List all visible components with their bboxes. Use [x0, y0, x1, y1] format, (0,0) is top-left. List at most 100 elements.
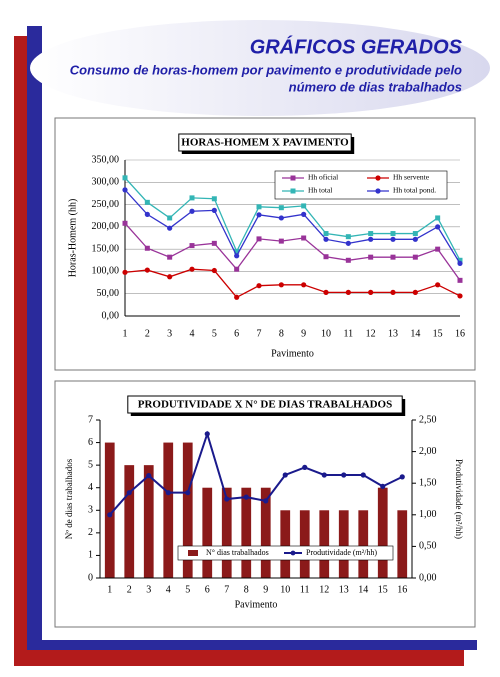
y-tick-label: 6: [88, 437, 93, 448]
point: [167, 254, 173, 260]
point: [435, 282, 441, 288]
line: [124, 268, 461, 299]
bar: [104, 442, 115, 578]
x-tick-label: 1: [107, 584, 112, 595]
bar: [182, 442, 193, 578]
point: [412, 254, 418, 260]
legend-swatch: [188, 550, 198, 556]
x-tick-label: 13: [339, 584, 349, 595]
point: [126, 490, 132, 496]
point: [390, 231, 396, 237]
point: [234, 248, 240, 254]
x-tick-label: 7: [257, 328, 262, 339]
x-tick-label: 8: [279, 328, 284, 339]
point: [211, 207, 217, 213]
point: [278, 238, 284, 244]
point: [107, 512, 113, 518]
y-tick-label: 300,00: [92, 177, 120, 188]
legend-swatch: [290, 550, 296, 556]
bar: [377, 487, 388, 578]
point: [457, 257, 463, 263]
y-tick-label: 5: [88, 459, 93, 470]
point: [189, 195, 195, 201]
x-tick-label: 16: [455, 328, 465, 339]
point: [390, 236, 396, 242]
point: [211, 240, 217, 246]
x-tick-label: 12: [366, 328, 376, 339]
point: [234, 294, 240, 300]
point: [167, 274, 173, 280]
title-box: [127, 395, 403, 414]
point: [323, 289, 329, 295]
point: [380, 483, 386, 489]
title-box: [178, 133, 352, 152]
point: [345, 240, 351, 246]
bar: [241, 487, 252, 578]
y-tick-label: 7: [88, 414, 93, 425]
x-tick-label: 4: [190, 328, 195, 339]
bar: [202, 487, 213, 578]
legend-label: Hh oficial: [308, 173, 338, 182]
point: [165, 490, 171, 496]
point: [122, 187, 128, 193]
point: [368, 289, 374, 295]
point: [290, 175, 296, 181]
y-tick-label: 50,00: [97, 288, 120, 299]
subtitle: Consumo de horas-homem por pavimento e p…: [70, 62, 462, 77]
y-tick-label: 4: [88, 482, 93, 493]
point: [144, 199, 150, 205]
y2-tick-label: 0,50: [419, 541, 437, 552]
x-axis-label: Pavimento: [235, 599, 278, 610]
point: [144, 211, 150, 217]
header-shape: [30, 20, 490, 116]
point: [211, 196, 217, 202]
point: [390, 254, 396, 260]
bar: [163, 442, 174, 578]
point: [301, 235, 307, 241]
x-axis-label: Pavimento: [271, 348, 314, 359]
point: [345, 257, 351, 263]
point: [224, 496, 230, 502]
point: [256, 212, 262, 218]
bar: [299, 510, 310, 578]
point: [435, 215, 441, 221]
title: GRÁFICOS GERADOS: [250, 35, 463, 58]
y-tick-label: 0,00: [102, 310, 120, 321]
line: [124, 189, 461, 264]
point: [122, 269, 128, 275]
bar: [319, 510, 330, 578]
point: [122, 175, 128, 181]
point: [189, 243, 195, 249]
x-tick-label: 15: [433, 328, 443, 339]
x-tick-label: 16: [397, 584, 407, 595]
point: [167, 225, 173, 231]
legend-label: Produtividade (m²/hh): [306, 548, 377, 557]
point: [301, 282, 307, 288]
point: [144, 245, 150, 251]
point: [345, 289, 351, 295]
bar: [397, 510, 408, 578]
point: [412, 231, 418, 237]
point: [457, 260, 463, 267]
point: [146, 473, 152, 479]
point: [290, 188, 296, 194]
y2-tick-label: 2,00: [419, 446, 437, 457]
bar: [280, 510, 291, 578]
point: [345, 234, 351, 240]
x-tick-label: 9: [301, 328, 306, 339]
y2-tick-label: 1,00: [419, 509, 437, 520]
legend-label: Hh total: [308, 186, 332, 195]
x-tick-label: 10: [280, 584, 290, 595]
point: [256, 283, 262, 289]
point: [256, 204, 262, 210]
point: [375, 188, 381, 194]
point: [399, 474, 405, 480]
point: [189, 266, 195, 272]
point: [323, 236, 329, 242]
point: [122, 220, 128, 226]
y-tick-label: 0: [88, 572, 93, 583]
bar: [260, 487, 271, 578]
legend-label: N° dias trabalhados: [206, 548, 269, 557]
